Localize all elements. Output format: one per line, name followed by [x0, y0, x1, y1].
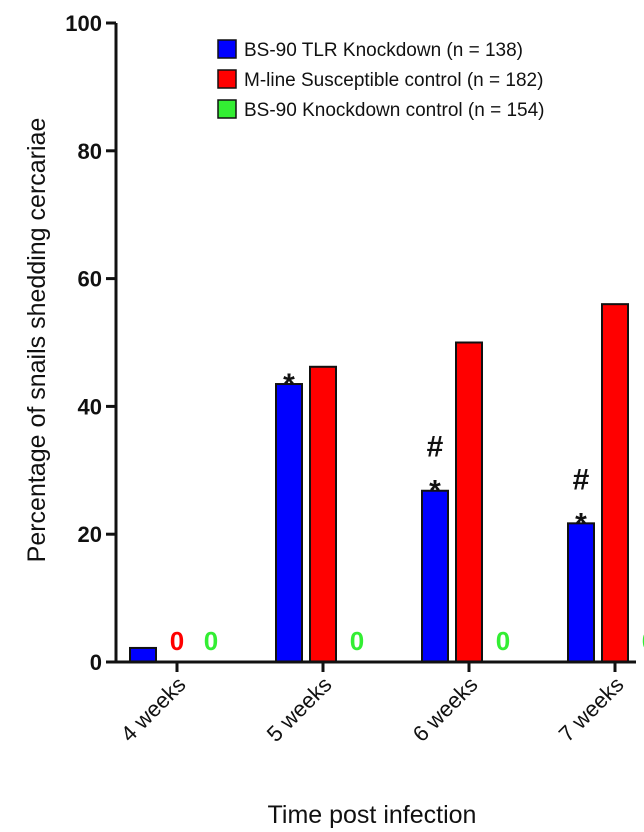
- y-tick-label-80: 80: [78, 139, 102, 164]
- bar-6-weeks-series-1: [421, 489, 449, 663]
- significance-hash: #: [573, 463, 590, 496]
- bar-4-weeks-series-1: [129, 646, 157, 664]
- significance-hash: #: [427, 431, 444, 464]
- legend-label-3: BS-90 Knockdown control (n = 154): [244, 100, 544, 121]
- legend-swatch-3: [217, 99, 237, 119]
- x-axis-ticks: 4 weeks 5 weeks 6 weeks 7 weeks: [116, 662, 629, 747]
- legend-label-2: M-line Susceptible control (n = 182): [244, 70, 543, 91]
- y-tick-label-20: 20: [78, 522, 102, 547]
- zero-label: 0: [350, 626, 364, 656]
- zero-label: 0: [204, 626, 218, 656]
- bar-7-weeks-series-2: [601, 303, 629, 663]
- x-tick-label-5-weeks: 5 weeks: [262, 672, 337, 747]
- bar-6-weeks-series-2: [455, 341, 483, 663]
- significance-asterisk: *: [575, 507, 587, 540]
- legend-swatch-1: [217, 39, 237, 59]
- bar-5-weeks-series-2: [309, 365, 337, 663]
- zero-label: 0: [496, 626, 510, 656]
- significance-asterisk: *: [283, 368, 295, 401]
- y-tick-label-40: 40: [78, 394, 102, 419]
- bars: [129, 303, 629, 664]
- legend-swatch-2: [217, 69, 237, 89]
- legend: BS-90 TLR Knockdown (n = 138) M-line Susc…: [217, 39, 544, 121]
- y-axis-ticks: 0 20 40 60 80 100: [65, 11, 116, 675]
- y-axis-title: Percentage of snails shedding cercariae: [23, 118, 51, 563]
- y-tick-label-0: 0: [90, 650, 102, 675]
- zero-label: 0: [170, 626, 184, 656]
- x-tick-label-7-weeks: 7 weeks: [554, 672, 629, 747]
- bar-7-weeks-series-1: [567, 522, 595, 663]
- significance-asterisk: *: [429, 475, 441, 508]
- zero-label: 0: [642, 626, 644, 656]
- bar-5-weeks-series-1: [275, 383, 303, 663]
- y-tick-label-60: 60: [78, 267, 102, 292]
- x-tick-label-4-weeks: 4 weeks: [116, 672, 191, 747]
- x-axis-title: Time post infection: [268, 801, 477, 829]
- y-tick-label-100: 100: [65, 11, 102, 36]
- legend-label-1: BS-90 TLR Knockdown (n = 138): [244, 40, 523, 61]
- x-tick-label-6-weeks: 6 weeks: [408, 672, 483, 747]
